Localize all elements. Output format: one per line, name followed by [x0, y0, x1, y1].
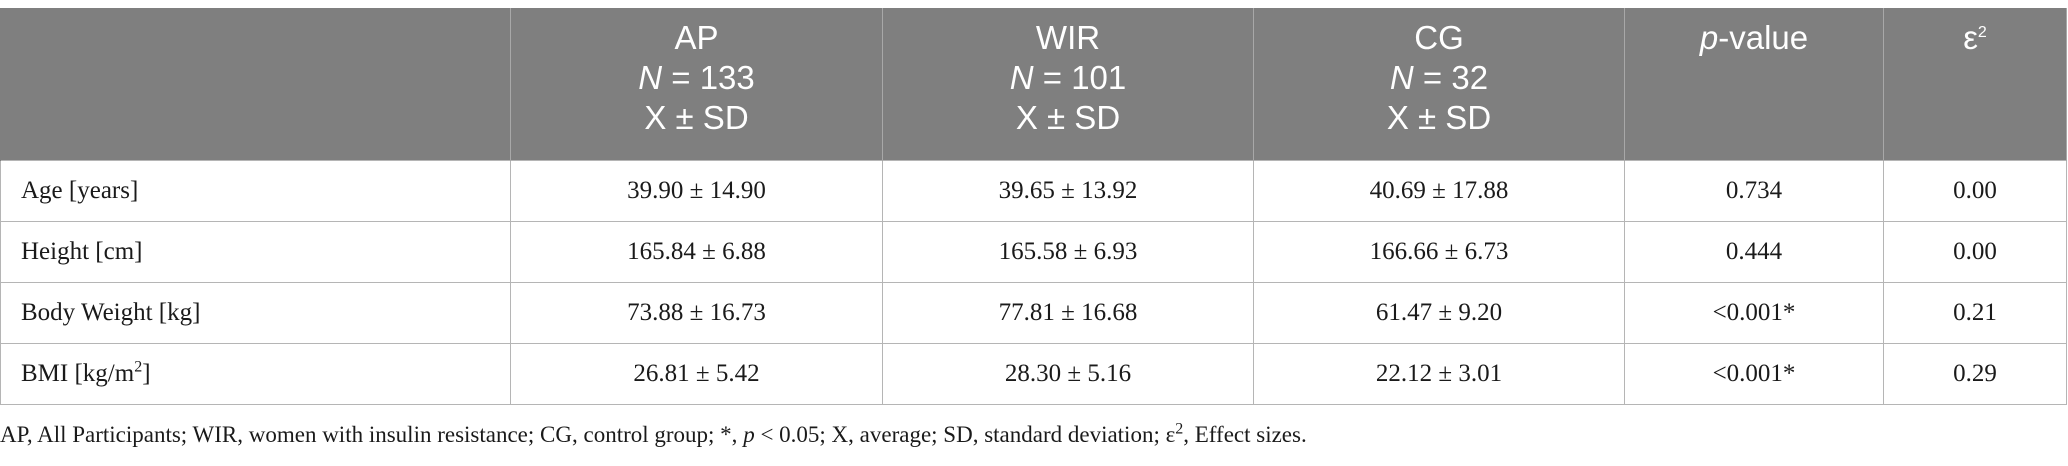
- table-row: Height [cm] 165.84 ± 6.88 165.58 ± 6.93 …: [0, 221, 2067, 283]
- header-ap-n-value: = 133: [671, 59, 755, 96]
- header-cg-n-value: = 32: [1422, 59, 1489, 96]
- header-ap-n-label: N: [638, 59, 663, 96]
- header-effect-symbol: ε: [1963, 19, 1978, 56]
- footnote-p: p: [743, 422, 755, 447]
- table-body: Age [years] 39.90 ± 14.90 39.65 ± 13.92 …: [0, 160, 2067, 405]
- row-label-end: ]: [142, 360, 151, 387]
- header-empty-cell: [0, 8, 511, 161]
- header-pvalue-p: p: [1699, 19, 1719, 56]
- cell-pvalue: <0.001*: [1624, 343, 1884, 405]
- header-effect-size: ε2: [1883, 8, 2067, 161]
- row-label: Age [years]: [0, 160, 511, 222]
- cell-effect-size: 0.21: [1883, 282, 2067, 344]
- header-wir-n: N = 101: [891, 58, 1245, 98]
- header-pvalue-rest: -value: [1718, 19, 1809, 56]
- row-label-sup: 2: [134, 358, 143, 376]
- cell-effect-size: 0.29: [1883, 343, 2067, 405]
- cell-wir: 77.81 ± 16.68: [882, 282, 1254, 344]
- cell-effect-size: 0.00: [1883, 160, 2067, 222]
- header-wir-n-label: N: [1009, 59, 1034, 96]
- cell-cg: 166.66 ± 6.73: [1253, 221, 1625, 283]
- cell-ap: 39.90 ± 14.90: [510, 160, 883, 222]
- cell-cg: 40.69 ± 17.88: [1253, 160, 1625, 222]
- row-label: Height [cm]: [0, 221, 511, 283]
- table-header: AP N = 133 X ± SD WIR N = 101 X ± SD CG …: [0, 8, 2067, 161]
- cell-wir: 28.30 ± 5.16: [882, 343, 1254, 405]
- footnote-part1: AP, All Participants; WIR, women with in…: [0, 422, 744, 447]
- cell-pvalue: <0.001*: [1624, 282, 1884, 344]
- cell-ap: 73.88 ± 16.73: [510, 282, 883, 344]
- row-label: BMI [kg/m2]: [0, 343, 511, 405]
- cell-wir: 165.58 ± 6.93: [882, 221, 1254, 283]
- header-cg-n: N = 32: [1262, 58, 1616, 98]
- header-ap: AP N = 133 X ± SD: [510, 8, 883, 161]
- row-label: Body Weight [kg]: [0, 282, 511, 344]
- header-wir: WIR N = 101 X ± SD: [882, 8, 1254, 161]
- cell-ap: 26.81 ± 5.42: [510, 343, 883, 405]
- header-effect-sup: 2: [1977, 24, 1987, 41]
- header-row: AP N = 133 X ± SD WIR N = 101 X ± SD CG …: [0, 8, 2067, 161]
- cell-cg: 22.12 ± 3.01: [1253, 343, 1625, 405]
- header-pvalue: p-value: [1624, 8, 1884, 161]
- header-cg-name: CG: [1414, 19, 1464, 56]
- header-cg-n-label: N: [1389, 59, 1414, 96]
- cell-wir: 39.65 ± 13.92: [882, 160, 1254, 222]
- cell-ap: 165.84 ± 6.88: [510, 221, 883, 283]
- header-wir-n-value: = 101: [1042, 59, 1127, 96]
- header-wir-name: WIR: [1035, 19, 1101, 56]
- header-cg-stat: X ± SD: [1386, 99, 1492, 136]
- table-row: Age [years] 39.90 ± 14.90 39.65 ± 13.92 …: [0, 160, 2067, 222]
- row-label-main: BMI [kg/m: [21, 360, 135, 387]
- header-cg: CG N = 32 X ± SD: [1253, 8, 1625, 161]
- footnote-part2: < 0.05; X, average; SD, standard deviati…: [754, 422, 1176, 447]
- header-ap-stat: X ± SD: [644, 99, 749, 136]
- cell-effect-size: 0.00: [1883, 221, 2067, 283]
- footnote-part3: , Effect sizes.: [1183, 422, 1307, 447]
- cell-cg: 61.47 ± 9.20: [1253, 282, 1625, 344]
- table-footnote: AP, All Participants; WIR, women with in…: [0, 420, 1307, 448]
- data-table-container: AP N = 133 X ± SD WIR N = 101 X ± SD CG …: [0, 8, 2067, 405]
- footnote-sup: 2: [1175, 420, 1184, 438]
- cell-pvalue: 0.444: [1624, 221, 1884, 283]
- table-row: BMI [kg/m2] 26.81 ± 5.42 28.30 ± 5.16 22…: [0, 343, 2067, 405]
- table-row: Body Weight [kg] 73.88 ± 16.73 77.81 ± 1…: [0, 282, 2067, 344]
- characteristics-table: AP N = 133 X ± SD WIR N = 101 X ± SD CG …: [0, 8, 2067, 405]
- cell-pvalue: 0.734: [1624, 160, 1884, 222]
- header-ap-name: AP: [674, 19, 719, 56]
- header-ap-n: N = 133: [519, 58, 874, 98]
- header-wir-stat: X ± SD: [1015, 99, 1121, 136]
